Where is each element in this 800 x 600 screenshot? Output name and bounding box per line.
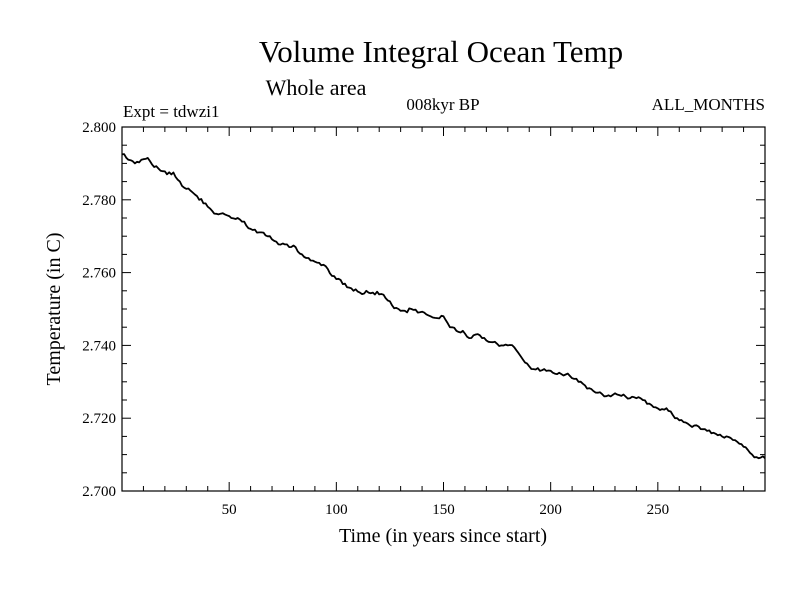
y-tick-label: 2.800 — [82, 120, 116, 136]
y-tick-label: 2.720 — [82, 411, 116, 427]
x-tick-label: 250 — [647, 502, 670, 518]
months-label: ALL_MONTHS — [652, 95, 765, 114]
x-axis-label: Time (in years since start) — [339, 525, 547, 547]
chart-subtitle: Whole area — [266, 75, 367, 100]
period-label: 008kyr BP — [406, 95, 479, 114]
y-tick-label: 2.700 — [82, 484, 116, 500]
x-axis-ticks — [142, 127, 745, 491]
y-axis-ticks — [122, 144, 765, 474]
y-axis-label: Temperature (in C) — [43, 233, 65, 386]
y-tick-label: 2.740 — [82, 338, 116, 354]
series-line — [121, 153, 766, 460]
y-tick-label: 2.760 — [82, 266, 116, 282]
chart-title: Volume Integral Ocean Temp — [259, 34, 623, 69]
x-tick-label: 50 — [222, 502, 237, 518]
y-tick-label: 2.780 — [82, 193, 116, 209]
x-tick-label: 150 — [432, 502, 455, 518]
experiment-label: Expt = tdwzi1 — [123, 102, 219, 121]
x-axis-tick-labels: 50 100 150 200 250 — [222, 502, 669, 518]
plot-frame — [121, 126, 766, 492]
y-axis-tick-labels: 2.700 2.720 2.740 2.760 2.780 2.800 — [82, 120, 116, 500]
x-tick-label: 100 — [325, 502, 348, 518]
x-tick-label: 200 — [539, 502, 562, 518]
